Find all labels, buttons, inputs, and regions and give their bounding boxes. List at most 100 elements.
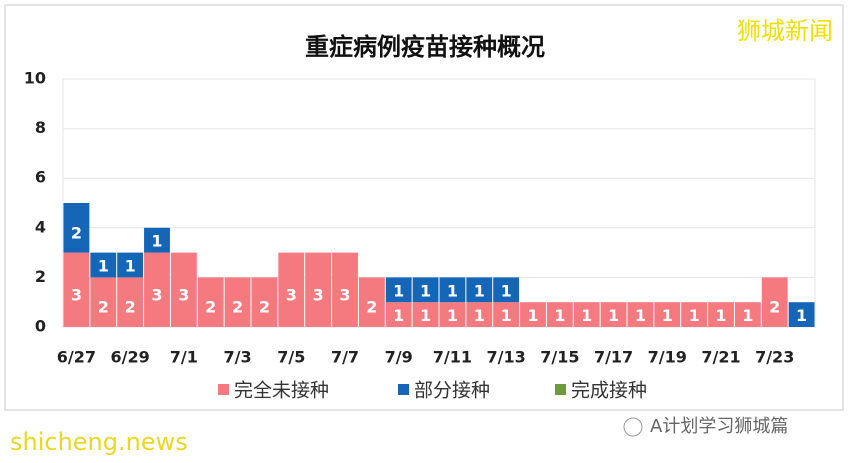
data-label: 3 xyxy=(286,285,297,304)
y-tick-label: 4 xyxy=(35,217,46,236)
data-label: 2 xyxy=(259,298,270,317)
bar-segment xyxy=(627,302,654,327)
bar-segment xyxy=(90,277,117,327)
bar-segment xyxy=(788,302,815,327)
x-tick-label: 7/17 xyxy=(594,348,633,367)
data-label: 2 xyxy=(769,298,780,317)
data-label: 1 xyxy=(608,306,619,325)
data-label: 1 xyxy=(474,281,485,300)
data-label: 1 xyxy=(715,306,726,325)
chart-frame xyxy=(4,4,844,411)
watermark: 狮城新闻 xyxy=(737,17,833,45)
legend-swatch xyxy=(398,384,409,395)
data-label: 3 xyxy=(71,285,82,304)
bar-segment xyxy=(681,302,708,327)
watermark: shicheng.news xyxy=(10,428,188,456)
y-tick-label: 10 xyxy=(24,69,46,88)
legend-swatch xyxy=(555,384,566,395)
data-label: 1 xyxy=(662,306,673,325)
y-tick-label: 6 xyxy=(35,168,46,187)
data-label: 2 xyxy=(98,298,109,317)
bar-segment xyxy=(466,302,493,327)
x-tick-label: 6/29 xyxy=(111,348,150,367)
data-label: 1 xyxy=(98,257,109,276)
bar-segment xyxy=(63,203,90,253)
x-tick-label: 7/9 xyxy=(385,348,413,367)
wechat-icon xyxy=(623,417,643,437)
data-label: 1 xyxy=(393,281,404,300)
data-label: 1 xyxy=(393,306,404,325)
data-label: 1 xyxy=(125,257,136,276)
bar-segment xyxy=(439,277,466,303)
data-label: 1 xyxy=(581,306,592,325)
y-tick-label: 2 xyxy=(35,267,46,286)
x-tick-label: 7/7 xyxy=(331,348,359,367)
bar-segment xyxy=(412,302,439,327)
bar-segment xyxy=(170,252,197,327)
legend-swatch xyxy=(218,384,229,395)
bar-segment xyxy=(144,252,170,327)
bar-segment xyxy=(117,277,144,327)
data-label: 1 xyxy=(796,306,807,325)
bar-segment xyxy=(358,277,385,327)
bar-segment xyxy=(600,302,627,327)
bar-segment xyxy=(654,302,681,327)
x-tick-label: 7/3 xyxy=(224,348,252,367)
data-label: 1 xyxy=(742,306,753,325)
x-tick-label: 6/27 xyxy=(57,348,96,367)
data-label: 1 xyxy=(501,281,512,300)
bar-segment xyxy=(761,277,788,327)
legend-label: 完成接种 xyxy=(571,380,647,402)
data-label: 1 xyxy=(447,281,458,300)
y-tick-label: 8 xyxy=(35,118,46,137)
x-tick-label: 7/21 xyxy=(701,348,740,367)
data-label: 1 xyxy=(151,232,162,251)
x-tick-label: 7/1 xyxy=(170,348,198,367)
bar-segment xyxy=(466,277,493,303)
bar-segment xyxy=(708,302,734,327)
data-label: 2 xyxy=(366,298,377,317)
data-label: 2 xyxy=(125,298,136,317)
data-label: 3 xyxy=(178,285,189,304)
data-label: 1 xyxy=(420,306,431,325)
bar-segment xyxy=(546,302,573,327)
bar-segment xyxy=(439,302,466,327)
bar-segment xyxy=(224,277,251,327)
legend-label: 部分接种 xyxy=(414,380,490,402)
bar-segment xyxy=(573,302,600,327)
bar-segment xyxy=(520,302,546,327)
data-label: 1 xyxy=(689,306,700,325)
legend-label: 完全未接种 xyxy=(234,380,329,402)
x-tick-label: 7/23 xyxy=(755,348,794,367)
bar-segment xyxy=(385,277,412,303)
bar-segment xyxy=(251,277,278,327)
bar-segment xyxy=(734,302,761,327)
bar-segment xyxy=(493,277,520,303)
bar-segment xyxy=(197,277,224,327)
data-label: 1 xyxy=(447,306,458,325)
x-tick-label: 7/5 xyxy=(277,348,305,367)
chart-title: 重症病例疫苗接种概况 xyxy=(305,33,545,61)
data-label: 1 xyxy=(527,306,538,325)
data-label: 1 xyxy=(554,306,565,325)
data-label: 1 xyxy=(501,306,512,325)
source: A计划学习狮城篇 xyxy=(650,416,788,437)
data-label: 3 xyxy=(151,285,162,304)
bar-segment xyxy=(385,302,412,327)
bar-segment xyxy=(144,227,170,253)
x-tick-label: 7/11 xyxy=(433,348,472,367)
data-label: 3 xyxy=(339,285,350,304)
data-label: 2 xyxy=(205,298,216,317)
bar-segment xyxy=(305,252,332,327)
bar-segment xyxy=(412,277,439,303)
bar-segment xyxy=(278,252,305,327)
data-label: 2 xyxy=(71,223,82,242)
data-label: 3 xyxy=(313,285,324,304)
bar-segment xyxy=(493,302,520,327)
data-label: 1 xyxy=(474,306,485,325)
x-tick-label: 7/19 xyxy=(648,348,687,367)
x-tick-label: 7/15 xyxy=(540,348,579,367)
data-label: 1 xyxy=(635,306,646,325)
